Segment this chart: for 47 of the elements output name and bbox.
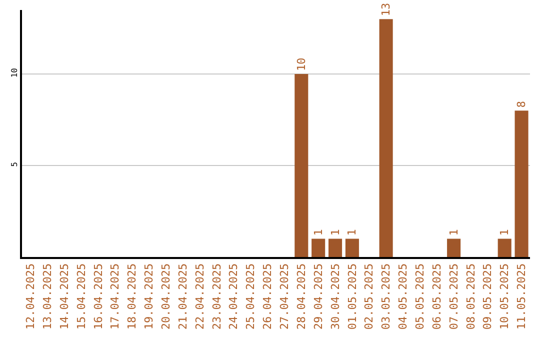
x-tick-label: 01.05.2025	[346, 263, 359, 330]
data-label: 1	[498, 229, 512, 236]
bar	[345, 238, 359, 257]
x-tick-label: 16.04.2025	[92, 263, 105, 330]
x-tick-label: 13.04.2025	[40, 263, 54, 330]
data-label: 10	[294, 58, 308, 72]
data-label: 8	[515, 101, 528, 108]
bar	[498, 238, 512, 257]
x-tick-label: 26.04.2025	[261, 263, 274, 330]
data-label: 1	[447, 229, 460, 236]
data-label: 1	[346, 229, 359, 236]
bar	[514, 110, 528, 257]
bar	[312, 238, 326, 257]
bar	[294, 74, 308, 257]
x-tick-label: 05.05.2025	[414, 263, 427, 330]
x-tick-label: 02.05.2025	[362, 263, 376, 330]
x-tick-label: 03.05.2025	[380, 263, 393, 330]
x-tick-label: 12.04.2025	[24, 263, 38, 330]
x-tick-label: 28.04.2025	[294, 263, 308, 330]
data-label: 1	[312, 229, 325, 236]
bar	[328, 238, 342, 257]
x-tick-label: 17.04.2025	[108, 263, 122, 330]
x-tick-label: 30.04.2025	[328, 263, 342, 330]
x-tick-label: 10.05.2025	[498, 263, 512, 330]
x-tick-label: 19.04.2025	[142, 263, 156, 330]
x-tick-label: 23.04.2025	[210, 263, 224, 330]
x-tick-label: 22.04.2025	[193, 263, 206, 330]
x-tick-label: 14.04.2025	[58, 263, 71, 330]
bar	[447, 238, 461, 257]
x-tick-label: 04.05.2025	[396, 263, 410, 330]
x-tick-label: 24.04.2025	[227, 263, 240, 330]
x-tick-label: 11.05.2025	[515, 263, 528, 330]
x-tick-label: 21.04.2025	[176, 263, 190, 330]
x-tick-label: 08.05.2025	[464, 263, 478, 330]
x-tick-label: 27.04.2025	[278, 263, 292, 330]
data-label: 13	[380, 2, 393, 16]
bar	[379, 19, 393, 257]
x-tick-label: 07.05.2025	[447, 263, 460, 330]
x-tick-label: 20.04.2025	[160, 263, 173, 330]
y-tick-label: 5	[10, 162, 19, 167]
x-tick-label: 15.04.2025	[74, 263, 88, 330]
x-tick-label: 29.04.2025	[312, 263, 325, 330]
x-tick-label: 06.05.2025	[430, 263, 444, 330]
x-tick-label: 09.05.2025	[481, 263, 494, 330]
data-label: 1	[328, 229, 342, 236]
x-tick-label: 18.04.2025	[126, 263, 139, 330]
x-tick-label: 25.04.2025	[244, 263, 258, 330]
